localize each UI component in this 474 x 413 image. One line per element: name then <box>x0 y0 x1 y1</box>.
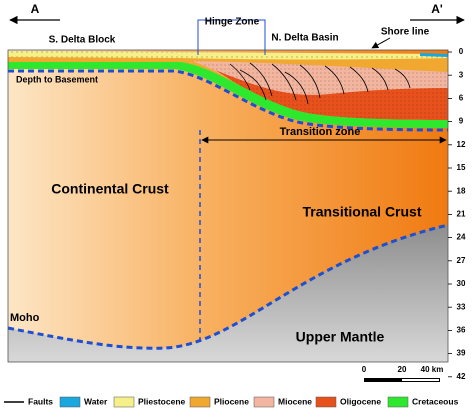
legend-swatch <box>315 396 337 408</box>
scale-label: 0 <box>362 365 367 374</box>
legend-swatch <box>113 396 135 408</box>
label: Upper Mantle <box>296 329 385 345</box>
depth-label: 9 <box>459 117 464 126</box>
faults <box>229 62 411 105</box>
depth-label: 15 <box>457 163 466 172</box>
legend: Faults Water Pliestocene Pliocene Miocene Oli… <box>4 396 459 408</box>
cretaceous <box>8 62 448 128</box>
legend-label: Miocene <box>278 396 312 406</box>
label: Hinge Zone <box>205 17 260 28</box>
shore-arrow <box>371 37 391 49</box>
basement-line <box>8 69 449 132</box>
depth-label: 6 <box>459 94 464 103</box>
legend-label: Faults <box>28 396 53 406</box>
scale-bar-segment <box>402 379 439 381</box>
hinge-box <box>197 19 266 55</box>
depth-label: 42 <box>457 372 466 381</box>
label: Transition zone <box>280 126 361 138</box>
depth-label: 27 <box>457 256 466 265</box>
legend-label: Water <box>84 396 108 406</box>
pliestocene-texture <box>8 51 448 60</box>
legend-label: Cretaceous <box>412 396 459 406</box>
panel-frame <box>7 49 449 363</box>
depth-label: 21 <box>457 210 466 219</box>
depth-label: 0 <box>459 47 464 56</box>
legend-swatch <box>253 396 275 408</box>
depth-label: 33 <box>457 302 466 311</box>
marker-a-prime: A' <box>431 2 443 16</box>
label: Moho <box>10 312 40 324</box>
legend-swatch <box>189 396 211 408</box>
label: Depth to Basement <box>16 74 98 84</box>
legend-label: Oligocene <box>340 396 381 406</box>
legend-swatch <box>59 396 81 408</box>
depth-label: 3 <box>459 70 464 79</box>
depth-label: 12 <box>457 140 466 149</box>
depth-label: 18 <box>457 186 466 195</box>
oligocene-texture <box>215 70 448 120</box>
label: Transitional Crust <box>302 204 421 220</box>
scale-label: 20 <box>398 365 407 374</box>
scale-labels: 0 20 40 km <box>362 365 444 374</box>
depth-label: 24 <box>457 233 466 242</box>
marker-a: A <box>31 2 40 16</box>
depth-label: 36 <box>457 326 466 335</box>
water <box>420 53 448 57</box>
legend-label: Pliocene <box>214 396 249 406</box>
scale-label: 40 km <box>421 365 444 374</box>
label: Shore line <box>381 27 430 38</box>
depth-label: 30 <box>457 279 466 288</box>
depth-label: 39 <box>457 349 466 358</box>
label: S. Delta Block <box>49 35 116 46</box>
label: N. Delta Basin <box>271 33 338 44</box>
legend-swatch <box>387 396 409 408</box>
legend-label: Pliestocene <box>138 396 186 406</box>
mantle <box>8 225 448 362</box>
moho-line <box>7 223 449 350</box>
label: Continental Crust <box>51 181 169 197</box>
